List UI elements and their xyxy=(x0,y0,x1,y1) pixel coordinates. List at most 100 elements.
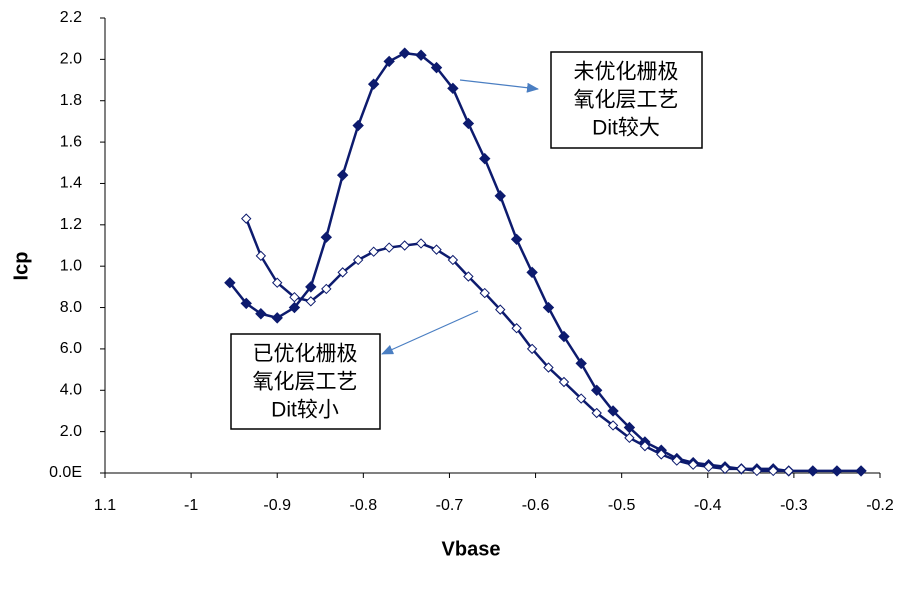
y-tick-label: 2.0 xyxy=(60,51,82,68)
point xyxy=(272,277,283,288)
y-tick-label: 2.0 xyxy=(60,423,82,440)
x-tick-label: -0.6 xyxy=(522,497,550,514)
annotation-text: 已优化栅极 xyxy=(253,343,358,366)
point xyxy=(591,407,602,419)
annotation-text: 氧化层工艺 xyxy=(574,89,679,112)
point xyxy=(543,362,554,373)
y-tick-label: 6.0 xyxy=(60,340,82,357)
y-tick-label: 1.2 xyxy=(60,216,82,233)
point xyxy=(288,301,301,314)
point xyxy=(337,267,348,278)
point xyxy=(590,384,603,396)
point xyxy=(624,432,635,444)
point xyxy=(656,449,667,460)
point xyxy=(305,281,317,293)
point xyxy=(831,465,843,477)
point xyxy=(415,238,427,249)
x-tick-label: -0.3 xyxy=(780,497,808,514)
point xyxy=(352,254,364,266)
y-tick-label: 1.8 xyxy=(60,92,82,109)
arrow xyxy=(459,79,539,93)
point xyxy=(526,266,538,279)
point xyxy=(526,343,538,355)
point xyxy=(494,190,506,202)
point xyxy=(398,47,411,59)
point xyxy=(783,465,794,477)
point xyxy=(687,459,699,470)
point xyxy=(255,250,267,262)
x-tick-label: -0.4 xyxy=(694,497,722,514)
point xyxy=(463,271,474,282)
x-axis-title: Vbase xyxy=(442,538,501,560)
annotation-text: 未优化栅极 xyxy=(574,61,679,84)
x-tick-label: -0.2 xyxy=(866,497,894,514)
point xyxy=(462,117,475,130)
annotation-box xyxy=(230,333,381,430)
point xyxy=(558,376,570,388)
annotation-text: 氧化层工艺 xyxy=(253,371,358,394)
point xyxy=(271,312,283,324)
x-tick-label: -0.7 xyxy=(436,497,464,514)
y-axis-title: Icp xyxy=(10,252,32,281)
y-tick-label: 0.0E xyxy=(49,464,82,481)
y-tick-label: 8.0 xyxy=(60,299,82,316)
point xyxy=(558,330,570,343)
point xyxy=(768,465,779,477)
y-tick-label: 1.6 xyxy=(60,133,82,150)
point xyxy=(255,308,267,320)
x-tick-label: -0.5 xyxy=(608,497,636,514)
point xyxy=(383,55,395,68)
point xyxy=(575,393,587,404)
point xyxy=(510,233,523,246)
arrow xyxy=(381,310,479,355)
point xyxy=(240,297,252,310)
point xyxy=(430,61,443,74)
plot-area: 0.0E 2.0 4.0 6.0 8.0 1.0 1.2 1.4 1.6 1.8 2.0 2.2 1.1… xyxy=(49,9,894,514)
point xyxy=(855,465,867,477)
point xyxy=(383,242,395,253)
point xyxy=(447,82,459,95)
y-tick-label: 1.4 xyxy=(60,175,82,192)
point xyxy=(241,213,252,224)
x-tick-label: -0.9 xyxy=(263,497,291,514)
point xyxy=(671,455,682,466)
point xyxy=(607,405,619,417)
point xyxy=(368,246,379,257)
x-tick-label: -0.8 xyxy=(350,497,378,514)
point xyxy=(431,244,442,255)
point xyxy=(447,254,459,266)
point xyxy=(719,463,731,475)
point xyxy=(321,283,332,295)
point xyxy=(511,323,522,334)
point xyxy=(736,463,747,475)
point xyxy=(479,287,490,299)
point xyxy=(305,296,317,307)
x-tick-label: -1 xyxy=(184,497,198,514)
point xyxy=(336,169,349,181)
y-tick-label: 4.0 xyxy=(60,381,82,398)
point xyxy=(352,119,364,132)
point xyxy=(479,152,491,165)
point xyxy=(367,78,380,90)
y-tick-label: 2.2 xyxy=(60,9,82,26)
y-tick-label: 1.0 xyxy=(60,257,82,274)
annotation-box xyxy=(550,51,703,149)
point xyxy=(495,304,506,315)
point xyxy=(320,231,333,243)
point xyxy=(575,357,587,370)
point xyxy=(623,421,636,434)
point xyxy=(415,49,427,61)
point xyxy=(607,420,619,431)
point xyxy=(751,465,763,477)
point xyxy=(224,277,236,289)
annotation-text: Dit较大 xyxy=(592,117,660,140)
x-tick-label: 1.1 xyxy=(94,497,116,514)
annotation-text: Dit较小 xyxy=(271,399,339,422)
point xyxy=(289,291,300,303)
point xyxy=(807,465,819,477)
point xyxy=(542,301,555,314)
point xyxy=(399,240,410,251)
point xyxy=(639,440,651,452)
